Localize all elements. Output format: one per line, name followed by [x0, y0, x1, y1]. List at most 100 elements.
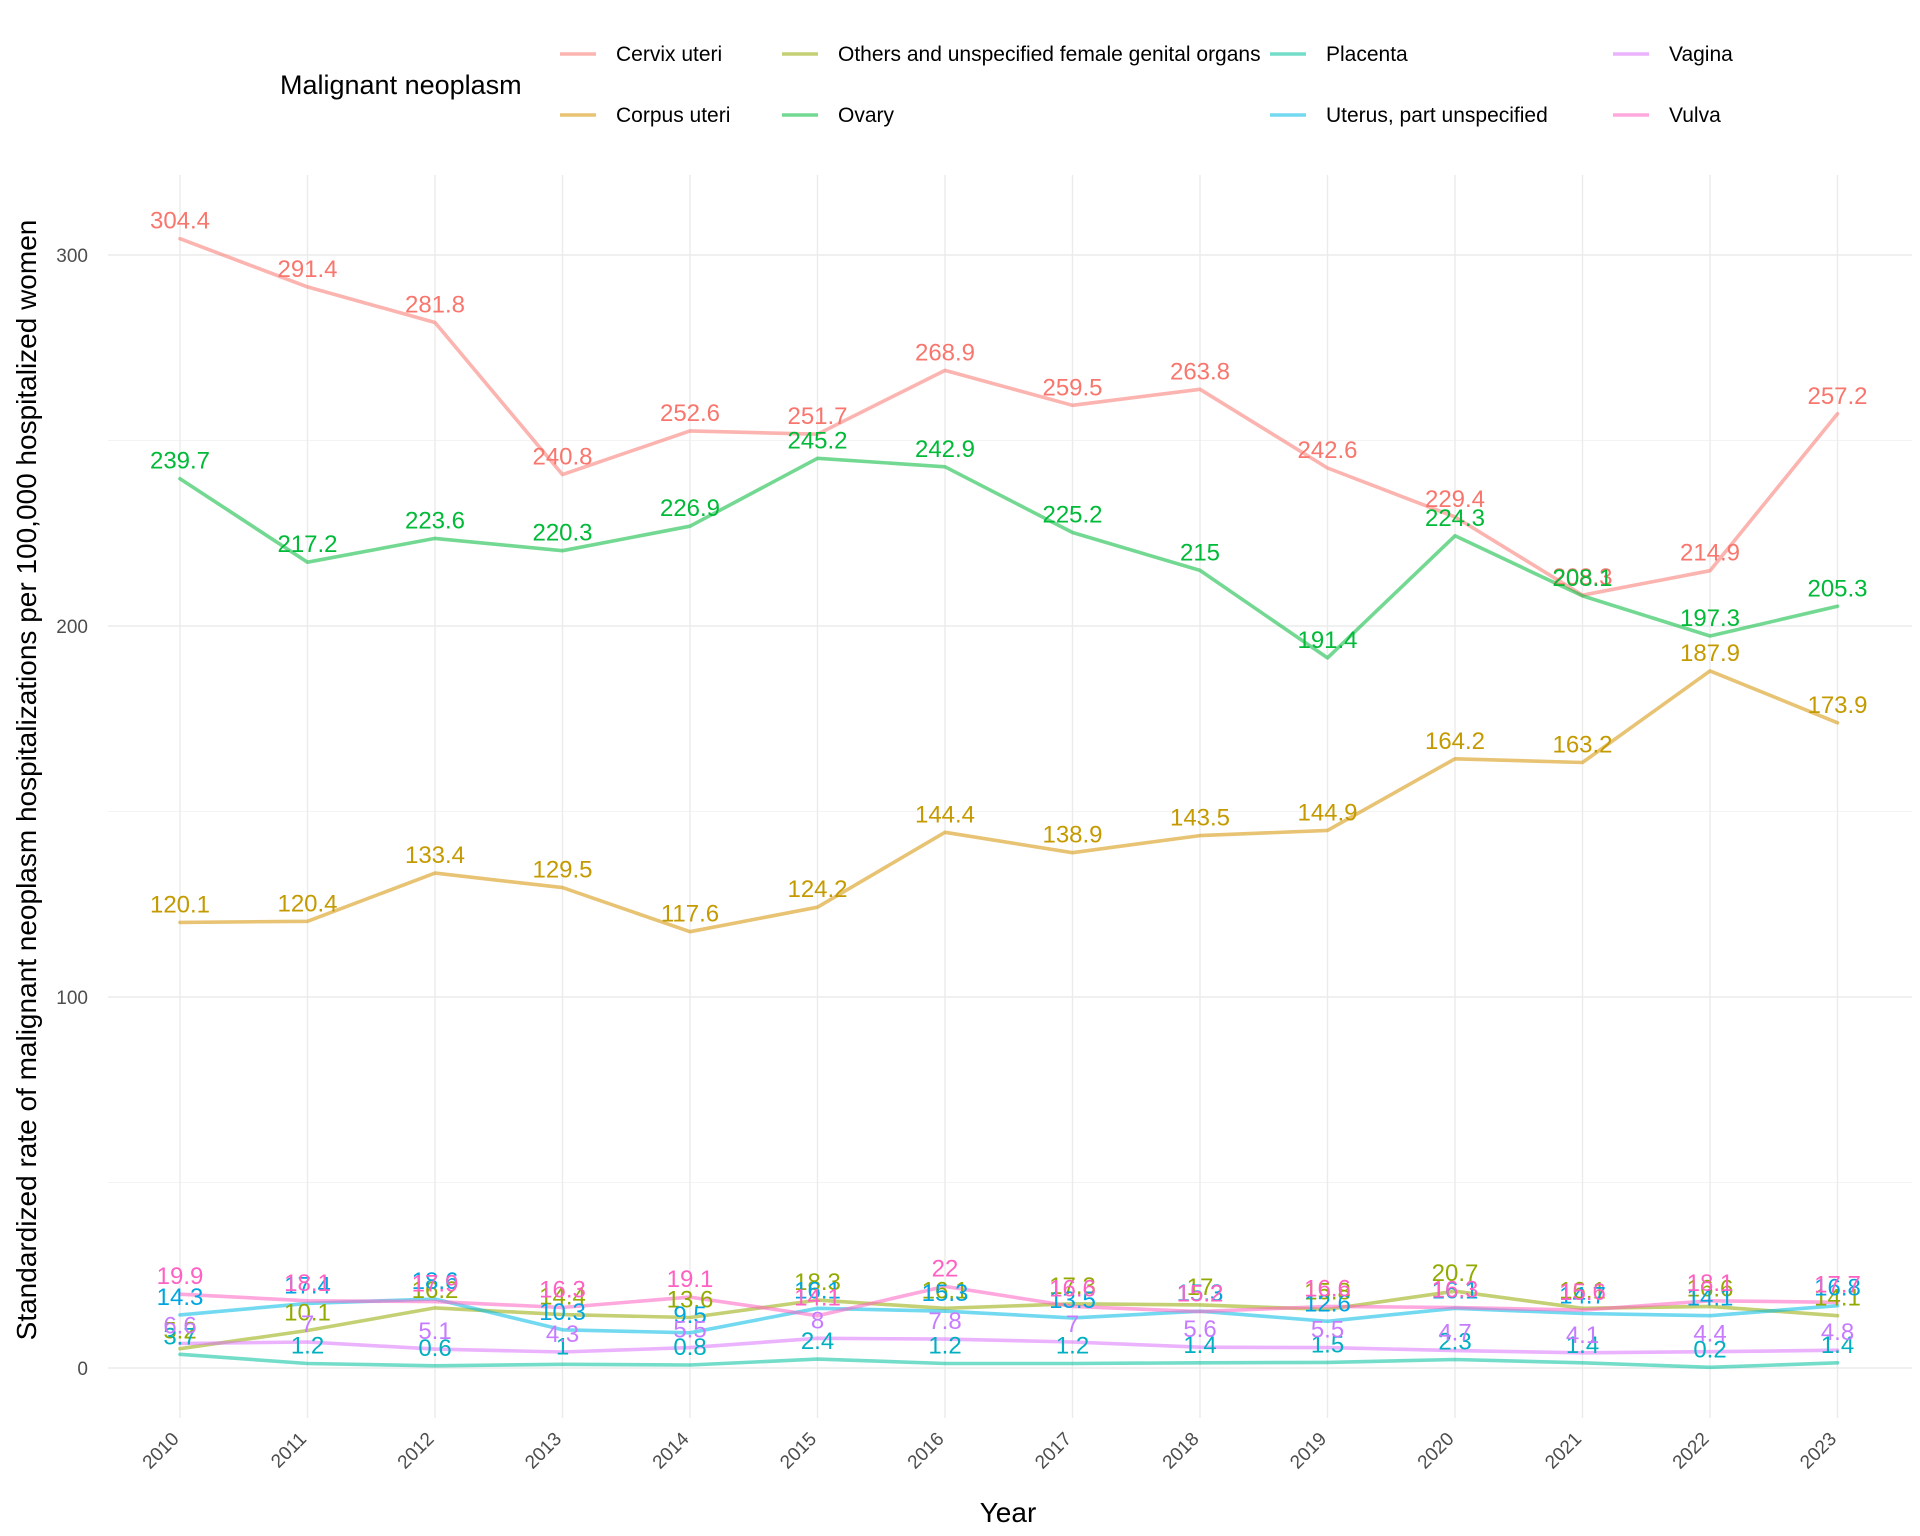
data-label: 215	[1180, 539, 1220, 566]
data-label: 16.1	[1559, 1277, 1606, 1304]
data-label: 1.2	[291, 1333, 324, 1360]
data-label: 143.5	[1170, 805, 1230, 832]
data-label: 191.4	[1297, 627, 1357, 654]
data-label: 2.3	[1438, 1328, 1471, 1355]
data-label: 22	[932, 1255, 959, 1282]
data-label: 4.4	[1693, 1321, 1726, 1348]
series-line	[178, 669, 1840, 934]
data-label: 9.5	[673, 1302, 706, 1329]
data-label: 1.4	[1821, 1332, 1854, 1359]
data-label: 16.6	[1687, 1275, 1734, 1302]
data-label: 7	[1066, 1311, 1079, 1338]
data-label: 208.3	[1552, 564, 1612, 591]
data-label: 251.7	[787, 403, 847, 430]
legend-label: Uterus, part unspecified	[1326, 104, 1548, 127]
data-label: 197.3	[1680, 605, 1740, 632]
data-label: 15.3	[1177, 1280, 1224, 1307]
data-label: 5.5	[1311, 1317, 1344, 1344]
data-label: 214.9	[1680, 540, 1740, 567]
data-label: 17.7	[1814, 1271, 1861, 1298]
legend-label: Cervix uteri	[616, 43, 722, 66]
data-label: 1.4	[1183, 1332, 1216, 1359]
legend-title: Malignant neoplasm	[280, 70, 522, 100]
y-tick-label: 200	[56, 617, 88, 638]
data-label: 13.6	[667, 1287, 714, 1314]
data-label: 14.1	[1687, 1285, 1734, 1312]
data-label: 225.2	[1042, 502, 1102, 529]
data-label: 138.9	[1042, 822, 1102, 849]
data-label: 1.5	[1311, 1331, 1344, 1358]
legend-label: Corpus uteri	[616, 104, 730, 127]
gridlines	[108, 175, 1912, 1418]
data-label: 117.6	[661, 901, 719, 928]
legend-label: Others and unspecified female genital or…	[838, 43, 1261, 66]
data-label: 7.8	[928, 1308, 961, 1335]
x-tick-label: 2014	[649, 1428, 694, 1473]
data-label: 15.8	[1304, 1278, 1351, 1305]
series-line	[178, 1289, 1840, 1351]
series-line	[178, 1336, 1840, 1355]
data-label: 12.6	[1304, 1290, 1351, 1317]
data-label: 217.2	[277, 531, 337, 558]
data-label: 229.4	[1425, 486, 1485, 513]
data-label: 239.7	[150, 448, 210, 475]
data-label: 1.2	[1056, 1333, 1089, 1360]
data-label: 259.5	[1042, 374, 1102, 401]
data-label: 240.8	[532, 444, 592, 471]
data-label: 263.8	[1170, 358, 1230, 385]
data-label: 16.3	[539, 1277, 586, 1304]
data-label: 16.1	[794, 1277, 841, 1304]
data-label: 16.2	[412, 1277, 459, 1304]
data-label: 17	[1187, 1274, 1214, 1301]
x-tick-label: 2018	[1159, 1429, 1204, 1474]
data-label: 5.6	[1183, 1316, 1216, 1343]
legend-label: Vagina	[1669, 43, 1733, 66]
data-label: 124.2	[787, 876, 847, 903]
x-tick-label: 2010	[139, 1429, 184, 1474]
data-label: 120.1	[150, 891, 210, 918]
y-axis-title: Standardized rate of malignant neoplasm …	[11, 220, 42, 1341]
data-label: 242.9	[915, 436, 975, 463]
data-label: 19.9	[157, 1263, 204, 1290]
data-labels: 304.4 291.4 281.8 240.8 252.6 251.7 268.9 259.5…	[150, 208, 1868, 1364]
data-label: 15.6	[1559, 1279, 1606, 1306]
data-label: 144.9	[1297, 799, 1357, 826]
data-label: 17.9	[412, 1271, 459, 1298]
data-label: 18.6	[412, 1268, 459, 1295]
data-label: 17.3	[1049, 1273, 1096, 1300]
data-label: 120.4	[277, 890, 337, 917]
data-label: 226.9	[660, 495, 720, 522]
data-label: 5.1	[418, 1318, 451, 1345]
data-label: 18.3	[794, 1269, 841, 1296]
legend: Malignant neoplasm Cervix uteri Corpus ut…	[280, 43, 1733, 127]
data-label: 19.1	[667, 1266, 714, 1293]
data-label: 14.1	[1814, 1285, 1861, 1312]
data-label: 17.4	[284, 1272, 331, 1299]
series-lines	[178, 236, 1840, 1370]
data-label: 14.3	[157, 1284, 204, 1311]
data-label: 14.1	[794, 1285, 841, 1312]
data-label: 223.6	[405, 507, 465, 534]
data-label: 144.4	[915, 801, 975, 828]
x-tick-label: 2019	[1286, 1429, 1331, 1474]
y-tick-label: 100	[56, 988, 88, 1009]
x-tick-label: 2015	[776, 1429, 821, 1474]
series-line	[178, 1284, 1840, 1318]
data-label: 220.3	[532, 520, 592, 547]
data-label: 16.6	[1304, 1275, 1351, 1302]
y-tick-label: 0	[77, 1359, 88, 1380]
data-label: 20.7	[1432, 1260, 1479, 1287]
data-label: 18.1	[1687, 1270, 1734, 1297]
x-tick-label: 2022	[1669, 1429, 1714, 1474]
data-label: 1.2	[928, 1333, 961, 1360]
data-label: 0.6	[418, 1335, 451, 1362]
data-label: 15.3	[922, 1280, 969, 1307]
y-tick-label: 300	[56, 246, 88, 267]
legend-label: Vulva	[1669, 104, 1721, 127]
data-label: 4.3	[546, 1321, 579, 1348]
series-line	[178, 456, 1840, 660]
data-label: 1	[556, 1333, 569, 1360]
data-label: 15.2	[1177, 1281, 1224, 1308]
